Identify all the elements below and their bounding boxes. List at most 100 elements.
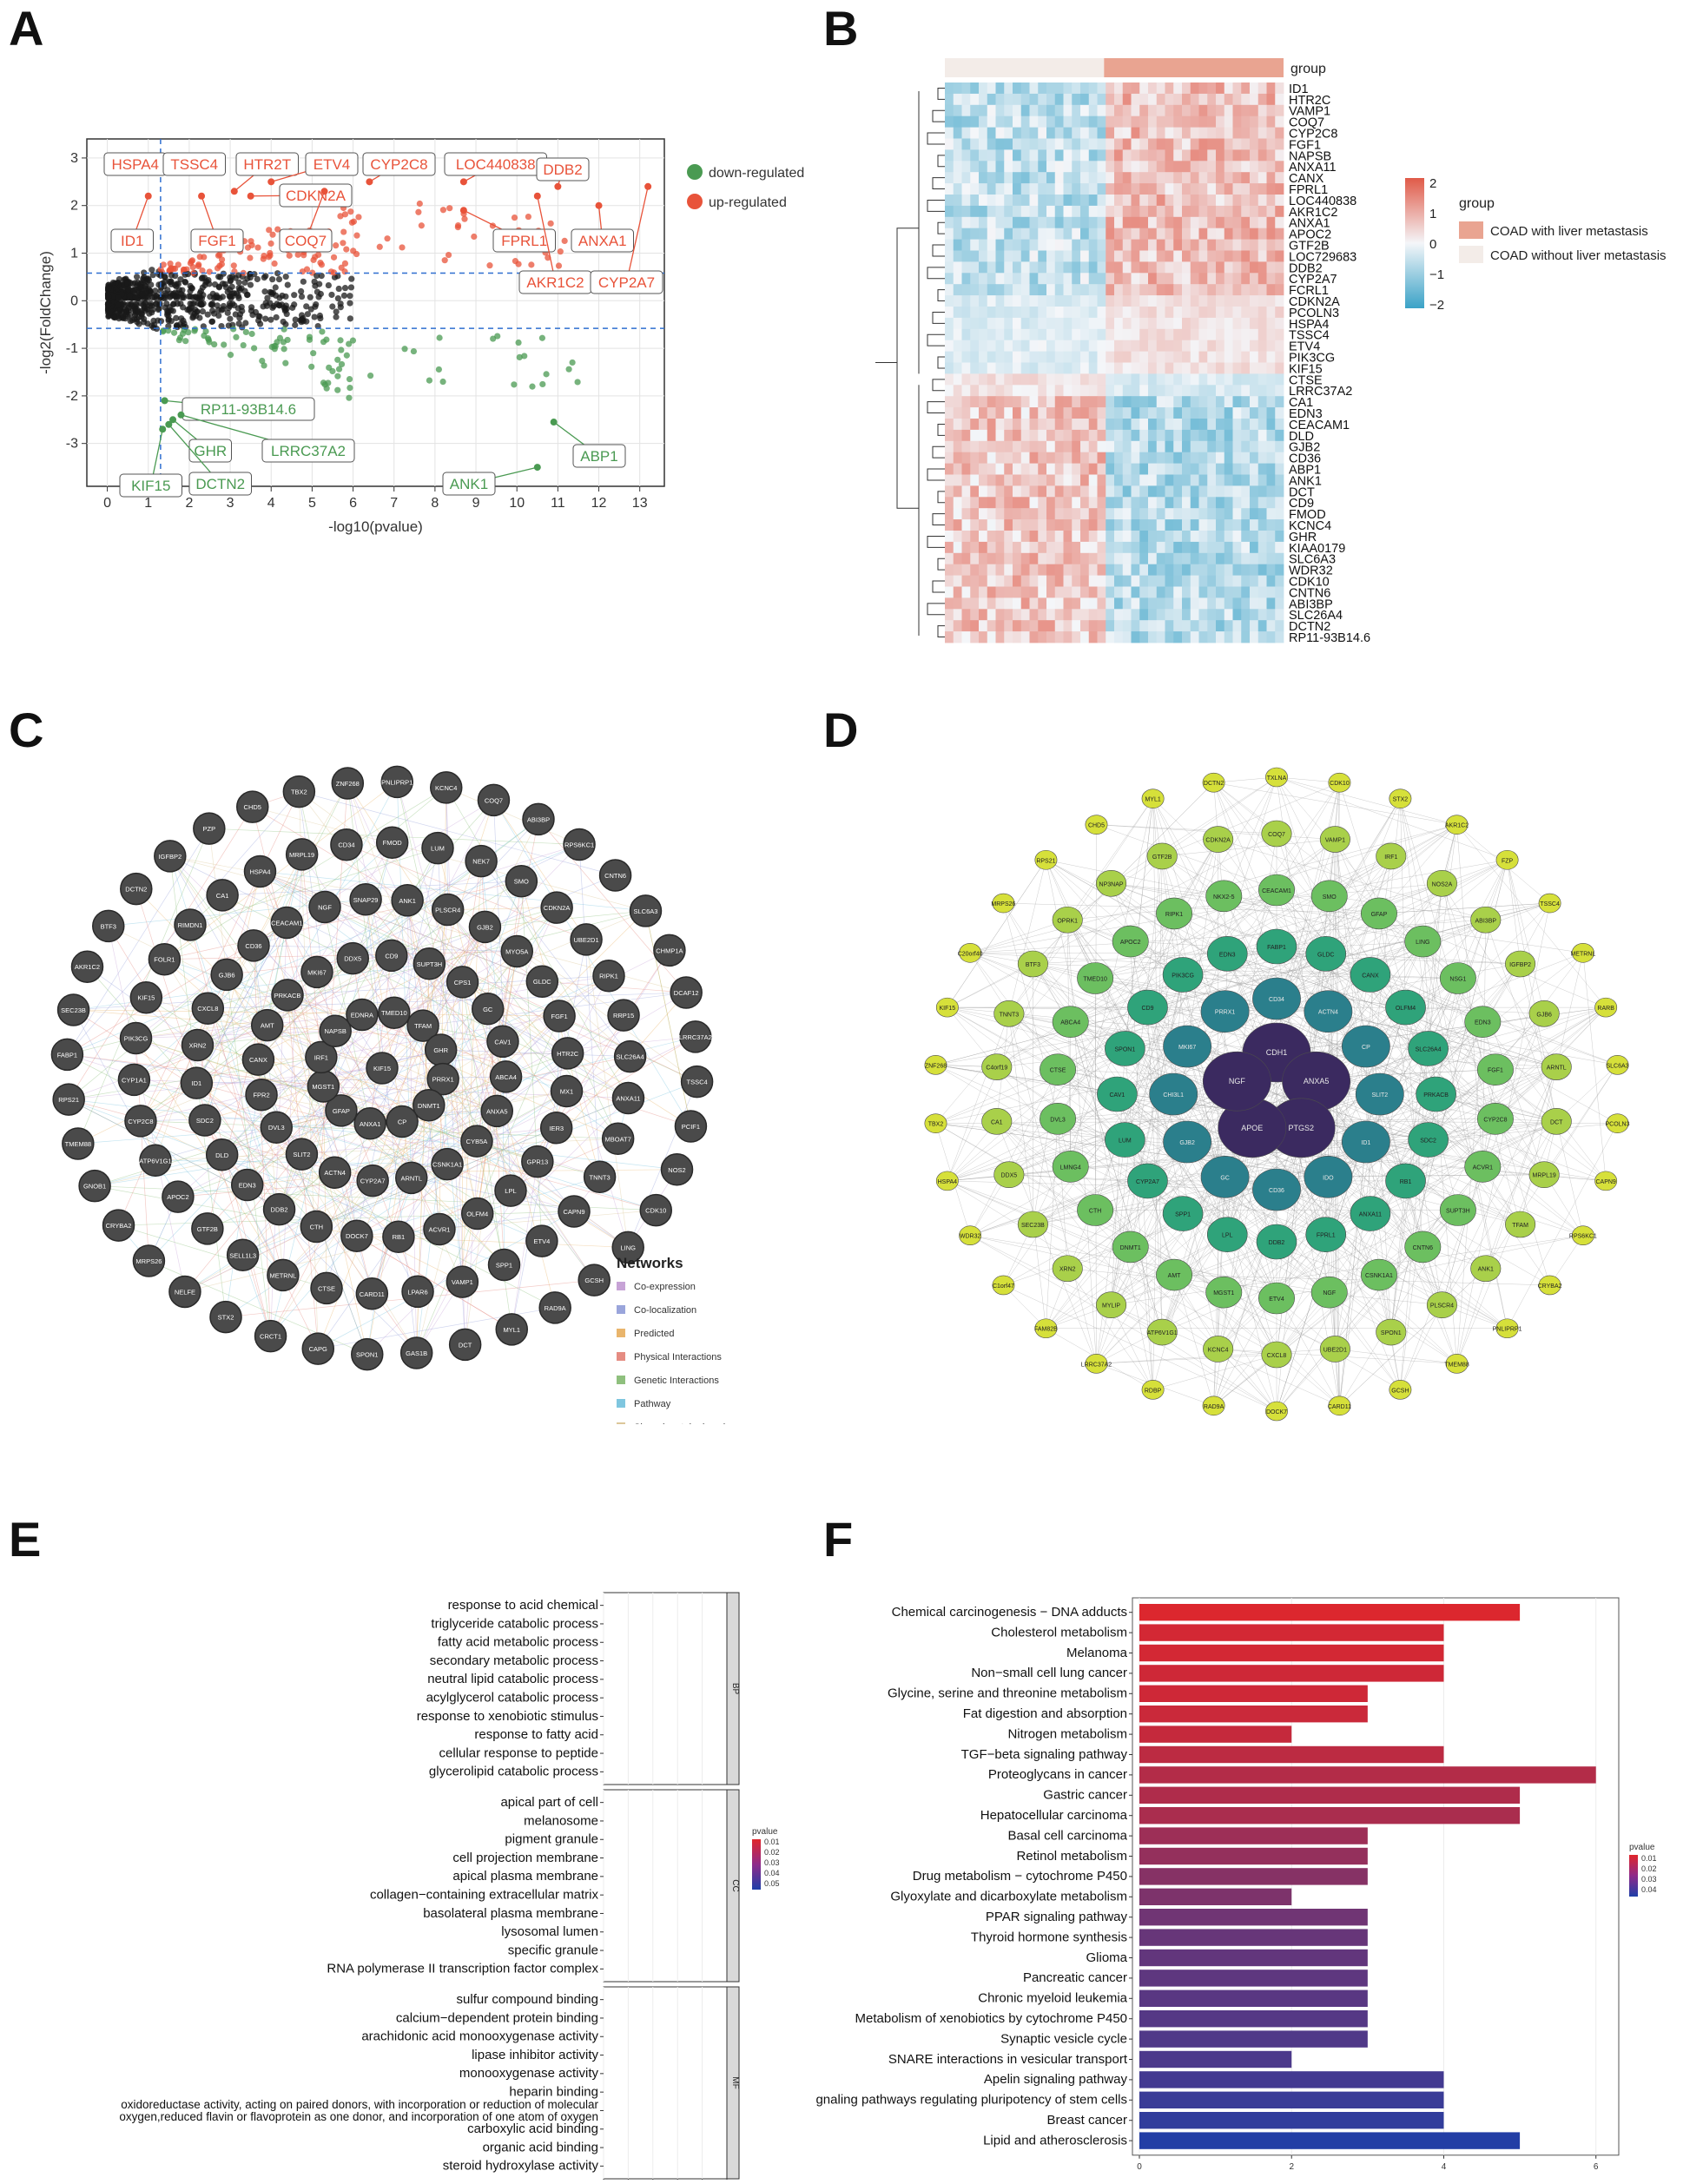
heatmap-cell — [995, 340, 1005, 352]
heatmap-cell — [1131, 362, 1140, 374]
heatmap-cell — [1250, 429, 1259, 442]
heatmap-cell — [1207, 273, 1217, 285]
heatmap-cell — [1266, 228, 1276, 240]
gene-label-up-point — [247, 192, 254, 200]
heatmap-cell — [1173, 597, 1183, 610]
dendrogram-branch — [937, 491, 945, 504]
heatmap-cell — [987, 541, 996, 554]
data-point — [204, 311, 211, 318]
heatmap-cell — [1080, 127, 1090, 139]
heatmap-cell — [1173, 485, 1183, 498]
network-node-label: CHD5 — [244, 803, 261, 811]
hub-network-node-label: C1orf47 — [993, 1283, 1014, 1290]
data-point — [384, 235, 391, 242]
heatmap-cell — [1029, 586, 1039, 598]
data-point — [325, 281, 332, 289]
gene-label: SLC26A4 — [1289, 609, 1343, 623]
heatmap-cell — [1207, 307, 1217, 319]
heatmap-cell — [1088, 284, 1098, 296]
heatmap-cell — [1013, 161, 1022, 173]
dendrogram-branch — [932, 244, 945, 257]
heatmap-cell — [1020, 552, 1030, 565]
heatmap-cell — [1080, 239, 1090, 251]
network-edge — [401, 1121, 600, 1178]
heatmap-cell — [945, 351, 954, 363]
heatmap-cell — [970, 216, 980, 229]
data-point — [281, 326, 287, 333]
heatmap-cell — [1224, 620, 1233, 632]
heatmap-cell — [1224, 228, 1233, 240]
heatmap-cell — [1013, 351, 1022, 363]
heatmap-cell — [1013, 419, 1022, 431]
heatmap-cell — [1046, 161, 1056, 173]
heatmap-cell — [1232, 497, 1242, 509]
heatmap-cell — [1072, 172, 1081, 184]
heatmap-cell — [1020, 429, 1030, 442]
network-edge — [411, 1015, 560, 1178]
heatmap-cell — [1190, 161, 1199, 173]
heatmap-cell — [945, 474, 954, 486]
go-term-label: apical plasma membrane — [452, 1869, 598, 1884]
heatmap-cell — [953, 161, 962, 173]
heatmap-cell — [1182, 205, 1191, 218]
heatmap-cell — [1072, 564, 1081, 576]
heatmap-cell — [1114, 519, 1124, 531]
heatmap-cell — [1080, 161, 1090, 173]
heatmap-cell — [1114, 575, 1124, 587]
heatmap-cell — [945, 149, 954, 162]
hub-network-node-label: CYP2A7 — [1136, 1179, 1159, 1185]
heatmap-cell — [1266, 195, 1276, 207]
data-point — [138, 311, 145, 318]
network-node-label: CYP1A1 — [122, 1076, 147, 1084]
network-node — [52, 1083, 85, 1116]
heatmap-cell — [1266, 172, 1276, 184]
network-edge — [356, 1190, 512, 1237]
hub-network-edge — [1094, 824, 1097, 1211]
hub-network-node-label: CTH — [1089, 1208, 1101, 1214]
heatmap-cell — [1063, 273, 1073, 285]
heatmap-cell — [945, 195, 954, 207]
heatmap-cell — [1106, 307, 1115, 319]
heatmap-cell — [1004, 104, 1013, 117]
heatmap-cell — [945, 127, 954, 139]
heatmap-cell — [979, 93, 988, 106]
network-node — [399, 1336, 433, 1369]
heatmap-cell — [1241, 597, 1251, 610]
hub-network-node-label: ID1 — [1361, 1140, 1370, 1146]
heatmap-cell — [1241, 261, 1251, 274]
network-node-label: STX2 — [218, 1314, 234, 1322]
heatmap-cell — [1029, 284, 1039, 296]
hub-network-edge — [1370, 1213, 1442, 1305]
heatmap-cell — [1216, 149, 1225, 162]
heatmap-cell — [1173, 531, 1183, 543]
heatmap-cell — [1257, 419, 1267, 431]
heatmap-cell — [961, 183, 971, 195]
heatmap-cell — [945, 328, 954, 341]
data-point — [227, 315, 234, 322]
gene-label-up: CYP2A7 — [598, 274, 655, 291]
heatmap-cell — [1257, 104, 1267, 117]
heatmap-cell — [1088, 183, 1098, 195]
network-node-label: ANK1 — [399, 897, 416, 905]
hub-network-node — [1385, 1163, 1426, 1199]
heatmap-cell — [1046, 93, 1056, 106]
heatmap-cell — [1038, 609, 1047, 621]
heatmap-cell — [1232, 138, 1242, 150]
heatmap-cell — [961, 485, 971, 498]
heatmap-cell — [1224, 452, 1233, 464]
heatmap-cell — [1080, 485, 1090, 498]
network-edge — [221, 1154, 478, 1214]
heatmap-cell — [1148, 138, 1158, 150]
network-edge — [204, 871, 261, 1121]
heatmap-cell — [1275, 82, 1284, 95]
heatmap-cell — [995, 172, 1005, 184]
data-point — [399, 244, 406, 251]
data-point — [104, 294, 112, 300]
heatmap-cell — [1275, 609, 1284, 621]
heatmap-cell — [1046, 531, 1056, 543]
heatmap-cell — [1156, 328, 1165, 341]
heatmap-cell — [945, 552, 954, 565]
heatmap-cell — [1275, 586, 1284, 598]
go-term-label: fatty acid metabolic process — [438, 1635, 598, 1650]
heatmap-cell — [1156, 172, 1165, 184]
